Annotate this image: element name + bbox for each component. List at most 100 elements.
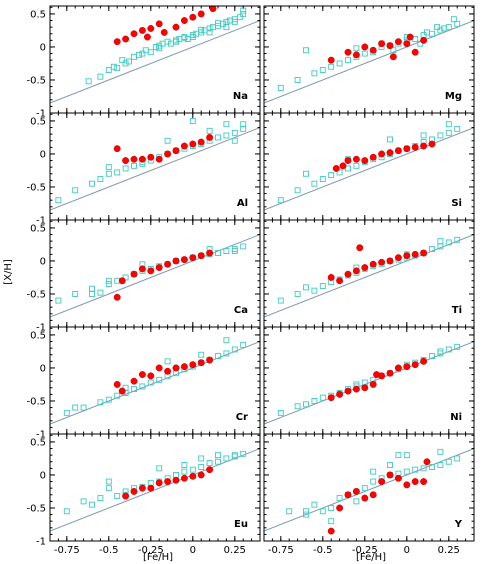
cluster-star-point <box>344 48 352 56</box>
field-star-point <box>131 386 137 393</box>
cluster-star-point <box>206 249 214 257</box>
cluster-star-point <box>180 17 188 24</box>
cluster-star-point <box>344 491 352 499</box>
field-star-point <box>303 170 309 177</box>
field-star-point <box>105 277 112 284</box>
field-star-point <box>80 404 87 411</box>
field-star-point <box>168 40 174 47</box>
x-tick-label: -0.25 <box>138 545 164 556</box>
cluster-star-point <box>394 147 402 155</box>
reference-line <box>264 341 474 425</box>
cluster-star-point <box>394 254 402 262</box>
cluster-star-point <box>361 157 369 165</box>
plot-area <box>264 341 474 425</box>
cluster-star-point <box>155 479 163 487</box>
y-tick-label: 0.5 <box>30 116 46 127</box>
field-star-point <box>303 284 309 291</box>
field-star-point <box>387 136 393 143</box>
y-tick-label: 0 <box>40 470 46 481</box>
plot-area <box>50 448 260 532</box>
element-label: Na <box>233 91 248 102</box>
cluster-star-point <box>130 30 138 38</box>
field-star-point <box>215 134 221 141</box>
cluster-star-point <box>147 372 155 380</box>
y-tick-label: 0 <box>40 149 46 160</box>
x-tick-label: -0.25 <box>352 545 378 556</box>
cluster-star-point <box>147 25 155 32</box>
field-star-point <box>236 14 243 21</box>
field-star-point <box>223 18 230 25</box>
cluster-star-point <box>197 252 205 260</box>
field-star-point <box>114 65 121 72</box>
cluster-star-point <box>138 371 146 379</box>
field-star-point <box>198 351 205 358</box>
field-star-point <box>63 409 70 416</box>
field-star-point <box>403 468 410 475</box>
field-star-point <box>206 127 213 134</box>
plot-area <box>264 16 474 104</box>
element-label: Ti <box>452 305 462 316</box>
field-star-point <box>189 466 196 473</box>
y-tick-label: -0.5 <box>26 75 46 86</box>
y-tick-label: -1 <box>36 109 46 120</box>
field-star-point <box>240 243 247 250</box>
field-star-point <box>126 58 132 65</box>
element-label: Y <box>454 519 463 530</box>
cluster-star-point <box>113 381 121 388</box>
field-star-point <box>97 73 104 80</box>
field-star-point <box>119 57 126 64</box>
field-star-point <box>198 26 205 33</box>
cluster-star-point <box>428 140 436 148</box>
x-tick-label: 0 <box>404 545 410 556</box>
field-star-point <box>114 493 121 500</box>
cluster-star-point <box>411 48 419 56</box>
cluster-star-point <box>147 267 155 275</box>
cluster-star-point <box>352 385 360 393</box>
field-star-point <box>328 505 335 511</box>
field-star-point <box>286 508 293 515</box>
field-star-point <box>437 27 444 34</box>
cluster-star-point <box>197 359 205 367</box>
cluster-star-point <box>180 474 188 482</box>
field-star-point <box>240 121 247 128</box>
cluster-star-point <box>386 369 394 377</box>
field-star-point <box>345 165 351 172</box>
y-tick-label: -1 <box>36 323 46 334</box>
field-star-point <box>412 466 419 473</box>
cluster-star-point <box>406 33 414 41</box>
cluster-star-point <box>189 254 197 262</box>
field-star-point <box>215 250 221 256</box>
field-star-point <box>231 137 238 144</box>
field-star-point <box>437 132 444 139</box>
field-star-point <box>164 38 171 45</box>
x-axis-title-left: [Fe/H] <box>143 552 173 563</box>
field-star-point <box>454 343 461 350</box>
field-star-point <box>328 518 335 525</box>
y-tick-label: 0.5 <box>30 330 46 341</box>
field-star-point <box>319 176 326 182</box>
cluster-star-point <box>147 153 155 161</box>
field-star-point <box>89 291 95 297</box>
field-star-point <box>311 180 318 187</box>
x-tick-label: -0.5 <box>313 545 333 556</box>
cluster-star-point <box>378 258 386 266</box>
y-tick-label: -0.5 <box>26 503 46 514</box>
field-star-point <box>164 137 171 144</box>
element-label: Eu <box>234 519 248 530</box>
field-star-point <box>311 398 318 404</box>
cluster-star-point <box>164 260 172 268</box>
reference-line <box>264 20 474 104</box>
cluster-star-point <box>403 145 411 153</box>
cluster-star-point <box>172 23 180 31</box>
cluster-star-point <box>138 484 146 492</box>
field-star-point <box>89 501 95 508</box>
panel-frame <box>263 433 475 542</box>
cluster-star-point <box>352 51 360 59</box>
cluster-star-point <box>327 274 335 281</box>
field-star-point <box>311 70 318 77</box>
cluster-star-point <box>164 150 172 158</box>
panel-si: Si <box>263 112 475 221</box>
field-star-point <box>445 458 452 465</box>
field-star-point <box>55 297 62 304</box>
